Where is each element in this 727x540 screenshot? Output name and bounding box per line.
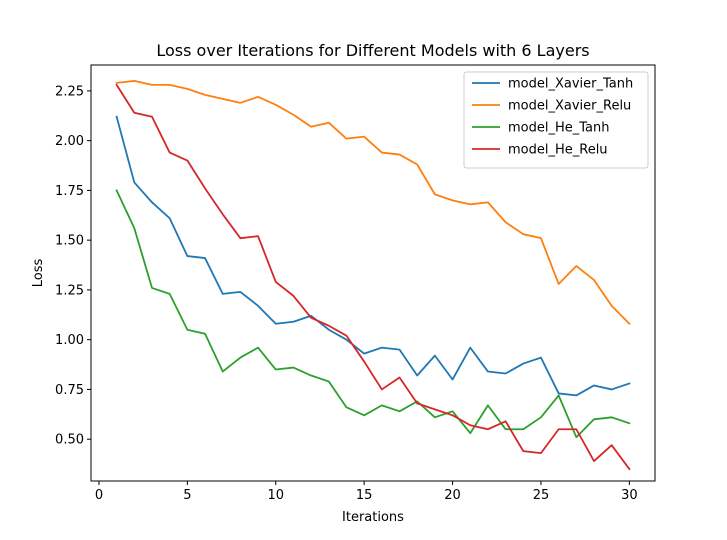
y-tick-label: 1.50 bbox=[55, 234, 84, 249]
y-tick-label: 1.75 bbox=[55, 184, 84, 199]
x-axis: 0 5 10 15 20 25 30 bbox=[95, 481, 638, 503]
x-tick-label: 5 bbox=[183, 488, 191, 503]
x-tick-label: 25 bbox=[533, 488, 550, 503]
series-line-model-xavier-tanh bbox=[115, 115, 631, 397]
x-tick-label: 20 bbox=[444, 488, 461, 503]
x-tick-label: 30 bbox=[621, 488, 638, 503]
legend-label: model_He_Tanh bbox=[508, 121, 610, 136]
y-tick-label: 2.25 bbox=[55, 84, 84, 99]
series-line-model-he-tanh bbox=[115, 189, 631, 439]
legend: model_Xavier_Tanh model_Xavier_Relu model_… bbox=[463, 71, 649, 169]
legend-box bbox=[463, 71, 649, 169]
y-tick-label: 0.75 bbox=[55, 383, 84, 398]
x-tick-label: 15 bbox=[356, 488, 373, 503]
series-line-model-xavier-relu bbox=[115, 80, 631, 326]
chart-title: Loss over Iterations for Different Model… bbox=[156, 41, 589, 60]
legend-label: model_Xavier_Tanh bbox=[508, 77, 633, 92]
y-axis: 0.50 0.75 1.00 1.25 1.50 1.75 2.00 2.25 bbox=[55, 84, 91, 448]
legend-label: model_Xavier_Relu bbox=[508, 99, 631, 114]
y-axis-title: Loss bbox=[31, 259, 46, 288]
x-axis-title: Iterations bbox=[342, 510, 404, 525]
series-line-model-he-relu bbox=[115, 83, 631, 471]
y-tick-label: 0.50 bbox=[55, 433, 84, 448]
series-lines bbox=[115, 80, 631, 471]
x-tick-label: 10 bbox=[267, 488, 284, 503]
y-tick-label: 2.00 bbox=[55, 134, 84, 149]
x-tick-label: 0 bbox=[95, 488, 103, 503]
y-tick-label: 1.00 bbox=[55, 333, 84, 348]
legend-label: model_He_Relu bbox=[508, 143, 608, 158]
plot-frame bbox=[90, 64, 656, 482]
y-tick-label: 1.25 bbox=[55, 283, 84, 298]
